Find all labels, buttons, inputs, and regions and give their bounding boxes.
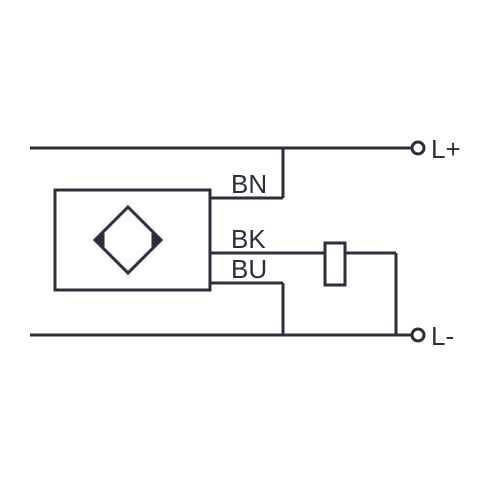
label-l-plus: L+ — [431, 134, 461, 164]
label-bk: BK — [231, 224, 266, 254]
load-symbol — [325, 243, 345, 285]
label-bu: BU — [231, 254, 267, 284]
wiring-diagram: BN BK BU L+ L- — [0, 0, 500, 500]
label-bn: BN — [231, 169, 267, 199]
terminal-l-minus — [412, 329, 424, 341]
terminal-l-plus — [412, 142, 424, 154]
sensor-box — [55, 190, 210, 290]
label-l-minus: L- — [431, 321, 454, 351]
